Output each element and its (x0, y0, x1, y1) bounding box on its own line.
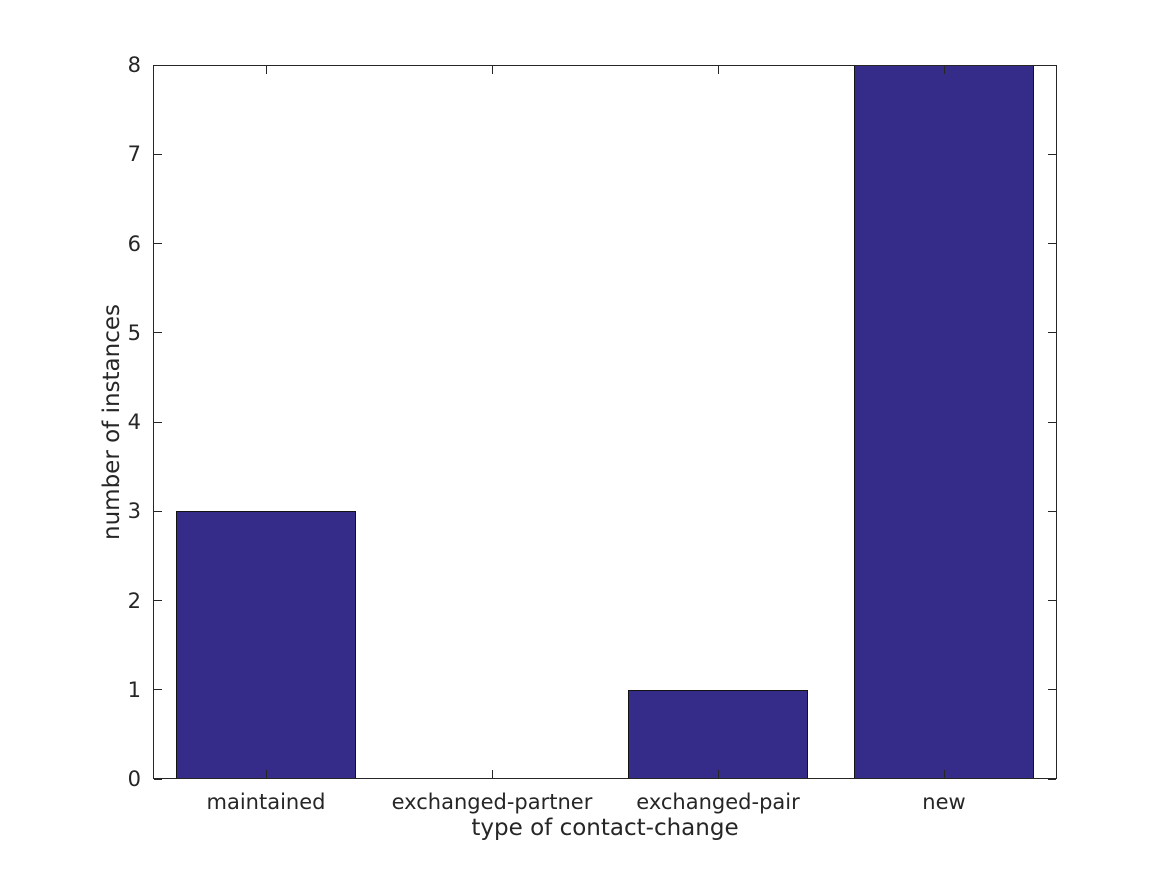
y-tick-right (1048, 689, 1056, 691)
x-tick-top (491, 66, 493, 74)
y-tick-left (154, 689, 162, 691)
y-tick-label: 8 (127, 53, 141, 77)
y-tick-left (154, 243, 162, 244)
x-axis-label: type of contact-change (471, 815, 739, 841)
x-tick-label-exchanged-pair: exchanged-pair (636, 790, 800, 814)
y-tick-label: 3 (127, 499, 141, 524)
x-tick-bottom (265, 770, 267, 778)
y-tick-left (154, 153, 162, 155)
y-tick-right (1048, 153, 1056, 155)
y-tick-label: 4 (127, 410, 141, 434)
x-tick-label-new: new (922, 790, 966, 814)
bar-exchanged-pair (627, 689, 809, 779)
y-tick-left (154, 510, 162, 512)
y-tick-label: 0 (127, 767, 141, 791)
x-tick-label-exchanged-partner: exchanged-partner (391, 790, 593, 814)
y-tick-left (154, 332, 162, 334)
y-tick-left (154, 64, 162, 66)
y-tick-left (154, 421, 162, 423)
y-tick-right (1048, 421, 1056, 423)
bar-maintained (175, 511, 357, 779)
y-tick-label: 7 (127, 142, 141, 167)
x-tick-top (717, 66, 719, 74)
x-tick-label-maintained: maintained (206, 790, 326, 814)
x-tick-bottom (943, 770, 945, 778)
y-tick-left (154, 778, 162, 780)
y-tick-label: 5 (127, 320, 141, 345)
y-tick-right (1048, 243, 1056, 244)
y-tick-label: 6 (127, 231, 141, 256)
x-tick-top (943, 66, 945, 74)
y-tick-label: 1 (127, 677, 141, 702)
y-tick-right (1048, 64, 1056, 66)
y-tick-right (1048, 600, 1056, 601)
plot-area (153, 65, 1057, 779)
x-tick-bottom (491, 770, 493, 778)
x-tick-bottom (717, 770, 719, 778)
y-tick-label: 2 (127, 588, 141, 613)
x-tick-top (265, 66, 267, 74)
y-tick-right (1048, 332, 1056, 334)
y-tick-left (154, 600, 162, 601)
y-tick-right (1048, 510, 1056, 512)
y-tick-right (1048, 778, 1056, 780)
